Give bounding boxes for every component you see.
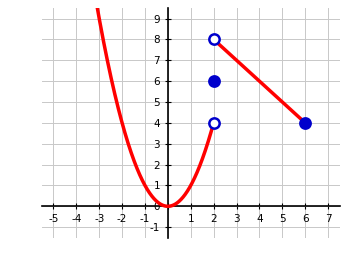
Point bbox=[302, 121, 308, 125]
Point bbox=[211, 121, 216, 125]
Point bbox=[211, 79, 216, 83]
Point bbox=[211, 37, 216, 42]
